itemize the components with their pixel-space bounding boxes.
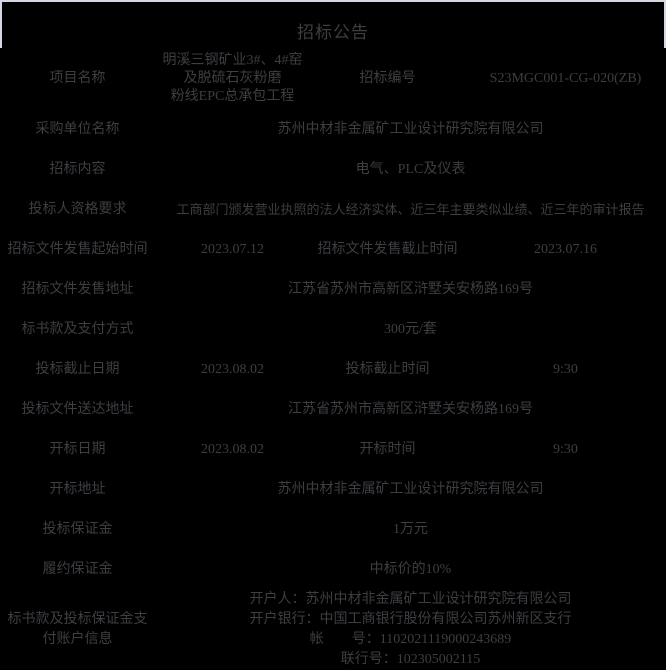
content-value: 电气、PLC及仪表 bbox=[355, 162, 466, 177]
table-row-performance-bond: 履约保证金 中标价的10% bbox=[0, 550, 666, 590]
table-row-purchaser: 采购单位名称 苏州中材非金属矿工业设计研究院有限公司 bbox=[0, 110, 666, 150]
purchaser-label: 采购单位名称 bbox=[35, 122, 120, 137]
content-label: 招标内容 bbox=[49, 162, 106, 177]
table-row-qualification: 投标人资格要求 工商部门颁发营业执照的法人经济实体、近三年主要类似业绩、近三年的… bbox=[0, 190, 666, 230]
table-row-sale-time: 招标文件发售起始时间 2023.07.12 招标文件发售截止时间 2023.07… bbox=[0, 230, 666, 270]
qualification-label: 投标人资格要求 bbox=[28, 202, 127, 217]
table-row-project: 项目名称 明溪三钢矿业3#、4#窑 及脱硫石灰粉磨 粉线EPC总承包工程 招标编… bbox=[0, 48, 666, 110]
announcement-title-box: 招标公告 bbox=[0, 0, 666, 48]
project-name-value: 明溪三钢矿业3#、4#窑 及脱硫石灰粉磨 粉线EPC总承包工程 bbox=[162, 53, 303, 104]
tender-info-table: 项目名称 明溪三钢矿业3#、4#窑 及脱硫石灰粉磨 粉线EPC总承包工程 招标编… bbox=[0, 48, 666, 670]
sale-end-value: 2023.07.16 bbox=[534, 242, 597, 257]
opening-time-value: 9:30 bbox=[553, 442, 578, 457]
table-row-opening-address: 开标地址 苏州中材非金属矿工业设计研究院有限公司 bbox=[0, 470, 666, 510]
table-row-opening: 开标日期 2023.08.02 开标时间 9:30 bbox=[0, 430, 666, 470]
account-info-value: 开户人：苏州中材非金属矿工业设计研究院有限公司 开户银行：中国工商银行股份有限公… bbox=[249, 592, 572, 667]
delivery-address-value: 江苏省苏州市高新区浒墅关安杨路169号 bbox=[288, 402, 533, 417]
table-row-content: 招标内容 电气、PLC及仪表 bbox=[0, 150, 666, 190]
page-title: 招标公告 bbox=[297, 22, 369, 42]
opening-time-label: 开标时间 bbox=[359, 442, 416, 457]
sale-address-label: 招标文件发售地址 bbox=[21, 282, 134, 297]
table-row-delivery-address: 投标文件送达地址 江苏省苏州市高新区浒墅关安杨路169号 bbox=[0, 390, 666, 430]
bid-bond-value: 1万元 bbox=[393, 522, 428, 537]
doc-fee-label: 标书款及支付方式 bbox=[21, 322, 134, 337]
doc-fee-value: 300元/套 bbox=[384, 322, 437, 337]
opening-date-value: 2023.08.02 bbox=[201, 442, 264, 457]
opening-address-label: 开标地址 bbox=[49, 482, 106, 497]
tender-number-value: S23MGC001-CG-020(ZB) bbox=[489, 71, 642, 86]
table-row-sale-address: 招标文件发售地址 江苏省苏州市高新区浒墅关安杨路169号 bbox=[0, 270, 666, 310]
bid-deadline-time-label: 投标截止时间 bbox=[345, 362, 430, 377]
tender-number-label: 招标编号 bbox=[359, 71, 416, 86]
account-info-label: 标书款及投标保证金支 付账户信息 bbox=[7, 612, 148, 647]
qualification-value: 工商部门颁发营业执照的法人经济实体、近三年主要类似业绩、近三年的审计报告 bbox=[176, 202, 645, 217]
opening-date-label: 开标日期 bbox=[49, 442, 106, 457]
table-row-doc-fee: 标书款及支付方式 300元/套 bbox=[0, 310, 666, 350]
performance-bond-label: 履约保证金 bbox=[42, 562, 113, 577]
sale-address-value: 江苏省苏州市高新区浒墅关安杨路169号 bbox=[288, 282, 533, 297]
performance-bond-value: 中标价的10% bbox=[369, 562, 452, 577]
bid-deadline-time-value: 9:30 bbox=[553, 362, 578, 377]
bid-deadline-date-value: 2023.08.02 bbox=[201, 362, 264, 377]
bid-deadline-date-label: 投标截止日期 bbox=[35, 362, 120, 377]
sale-start-label: 招标文件发售起始时间 bbox=[7, 242, 148, 257]
table-row-bid-deadline: 投标截止日期 2023.08.02 投标截止时间 9:30 bbox=[0, 350, 666, 390]
sale-end-label: 招标文件发售截止时间 bbox=[317, 242, 458, 257]
delivery-address-label: 投标文件送达地址 bbox=[21, 402, 134, 417]
table-row-account-info: 标书款及投标保证金支 付账户信息 开户人：苏州中材非金属矿工业设计研究院有限公司… bbox=[0, 590, 666, 670]
sale-start-value: 2023.07.12 bbox=[201, 242, 264, 257]
opening-address-value: 苏州中材非金属矿工业设计研究院有限公司 bbox=[277, 482, 544, 497]
project-name-label: 项目名称 bbox=[49, 71, 106, 86]
purchaser-value: 苏州中材非金属矿工业设计研究院有限公司 bbox=[277, 122, 544, 137]
table-row-bid-bond: 投标保证金 1万元 bbox=[0, 510, 666, 550]
bid-bond-label: 投标保证金 bbox=[42, 522, 113, 537]
